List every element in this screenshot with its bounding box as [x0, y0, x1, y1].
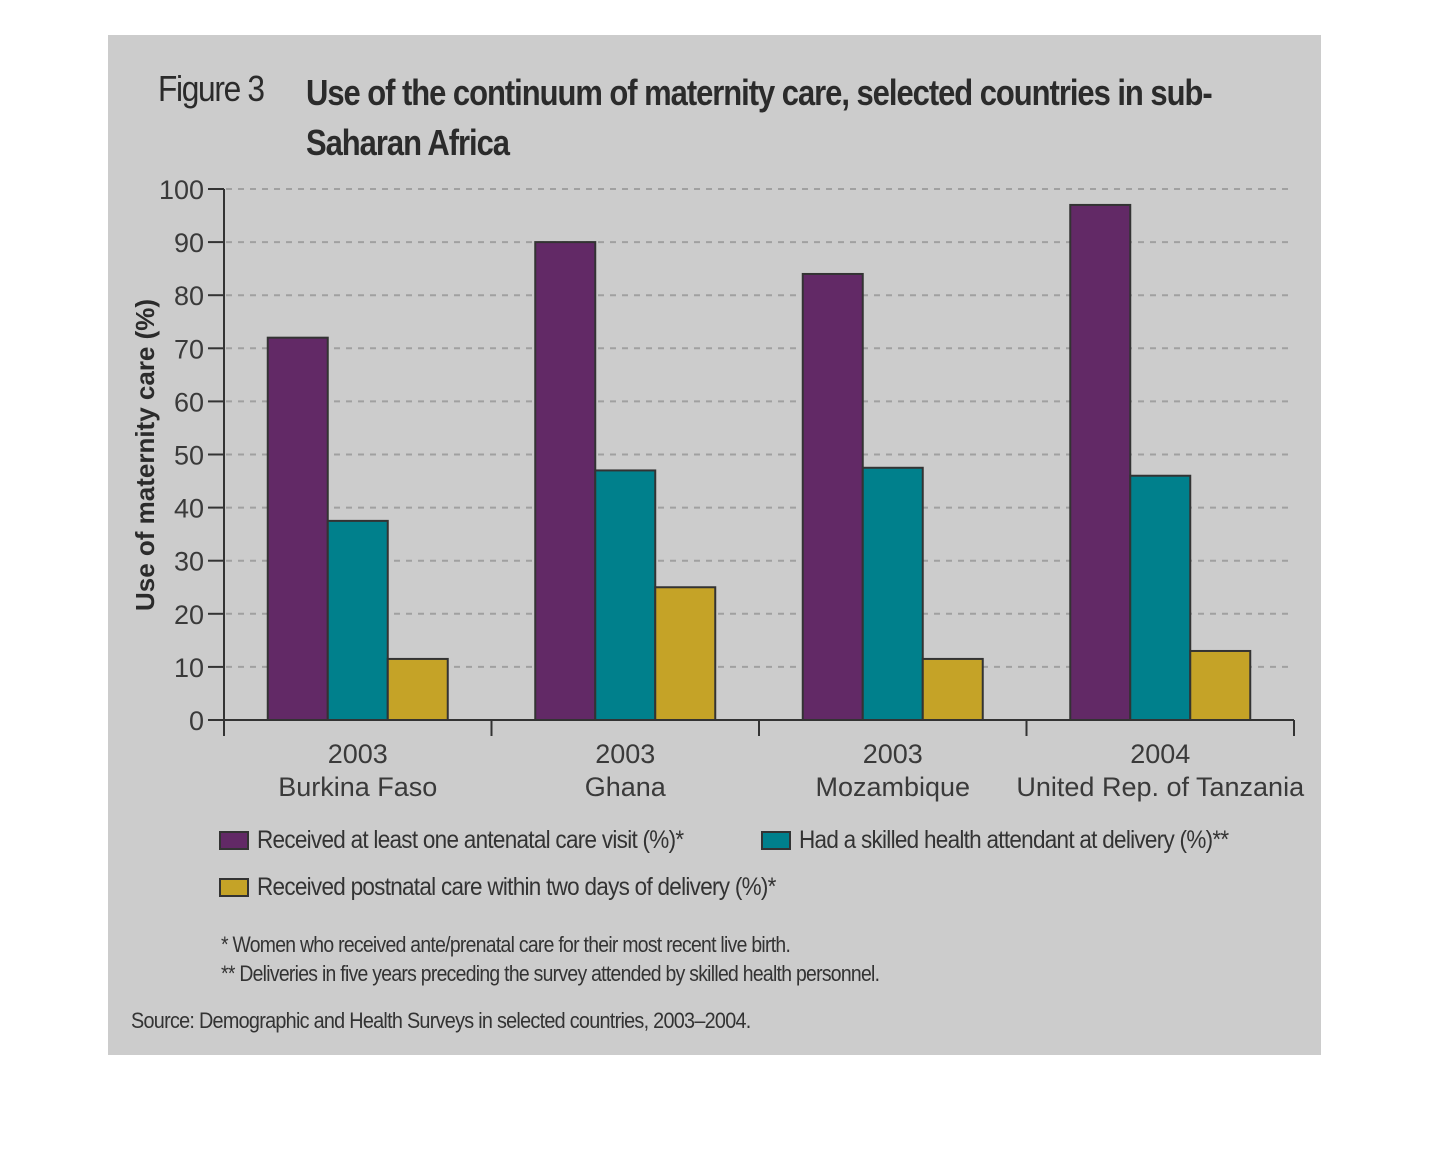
- legend-item-postnatal: Received postnatal care within two days …: [219, 873, 833, 902]
- y-tick-label: 40: [174, 494, 204, 524]
- legend-label: Received postnatal care within two days …: [257, 873, 776, 901]
- x-category-year: 2003: [328, 739, 388, 769]
- bar: [1129, 474, 1192, 721]
- y-tick-label: 50: [174, 441, 204, 471]
- y-axis-label: Use of maternity care (%): [130, 299, 160, 611]
- x-category-year: 2003: [863, 739, 923, 769]
- y-tick-label: 70: [174, 334, 204, 364]
- legend-label: Received at least one antenatal care vis…: [257, 826, 684, 854]
- y-tick-label: 10: [174, 653, 204, 683]
- bar: [921, 657, 984, 721]
- bar: [386, 657, 449, 721]
- y-tick-label: 30: [174, 547, 204, 577]
- y-tick-label: 80: [174, 281, 204, 311]
- bar: [1189, 649, 1252, 721]
- legend-swatch-skilled-attendant: [761, 831, 791, 850]
- bar: [326, 519, 389, 721]
- bar: [801, 272, 864, 721]
- bar: [594, 469, 657, 721]
- x-category-country: United Rep. of Tanzania: [1016, 772, 1305, 802]
- bar: [654, 586, 717, 721]
- y-axis: 0 10 20 30 40 50 60 70 80 90 100: [159, 175, 225, 736]
- bar: [266, 336, 329, 721]
- legend-swatch-postnatal: [219, 878, 249, 897]
- y-tick-label: 20: [174, 600, 204, 630]
- legend-item-skilled-attendant: Had a skilled health attendant at delive…: [761, 826, 1276, 855]
- legend-item-antenatal: Received at least one antenatal care vis…: [219, 826, 731, 855]
- footnotes: * Women who received ante/prenatal care …: [221, 930, 880, 988]
- bars: [266, 203, 1252, 721]
- footnote-2: ** Deliveries in five years preceding th…: [221, 961, 880, 986]
- legend-label: Had a skilled health attendant at delive…: [799, 826, 1229, 854]
- legend-swatch-antenatal: [219, 831, 249, 850]
- figure-title: Use of the continuum of maternity care, …: [306, 72, 1213, 163]
- y-tick-label: 0: [189, 706, 204, 736]
- y-tick-label: 100: [159, 175, 204, 205]
- x-category-country: Mozambique: [815, 772, 970, 802]
- y-tick-label: 90: [174, 228, 204, 258]
- footnote-1: * Women who received ante/prenatal care …: [221, 932, 791, 957]
- bar: [861, 466, 924, 721]
- bar: [1069, 203, 1132, 721]
- x-category-year: 2004: [1130, 739, 1190, 769]
- source-note: Source: Demographic and Health Surveys i…: [131, 1008, 751, 1033]
- y-tick-label: 60: [174, 387, 204, 417]
- x-category-country: Burkina Faso: [278, 772, 437, 802]
- x-category-country: Ghana: [585, 772, 667, 802]
- bar: [534, 241, 597, 721]
- figure-number: Figure 3: [158, 68, 265, 109]
- x-category-year: 2003: [595, 739, 655, 769]
